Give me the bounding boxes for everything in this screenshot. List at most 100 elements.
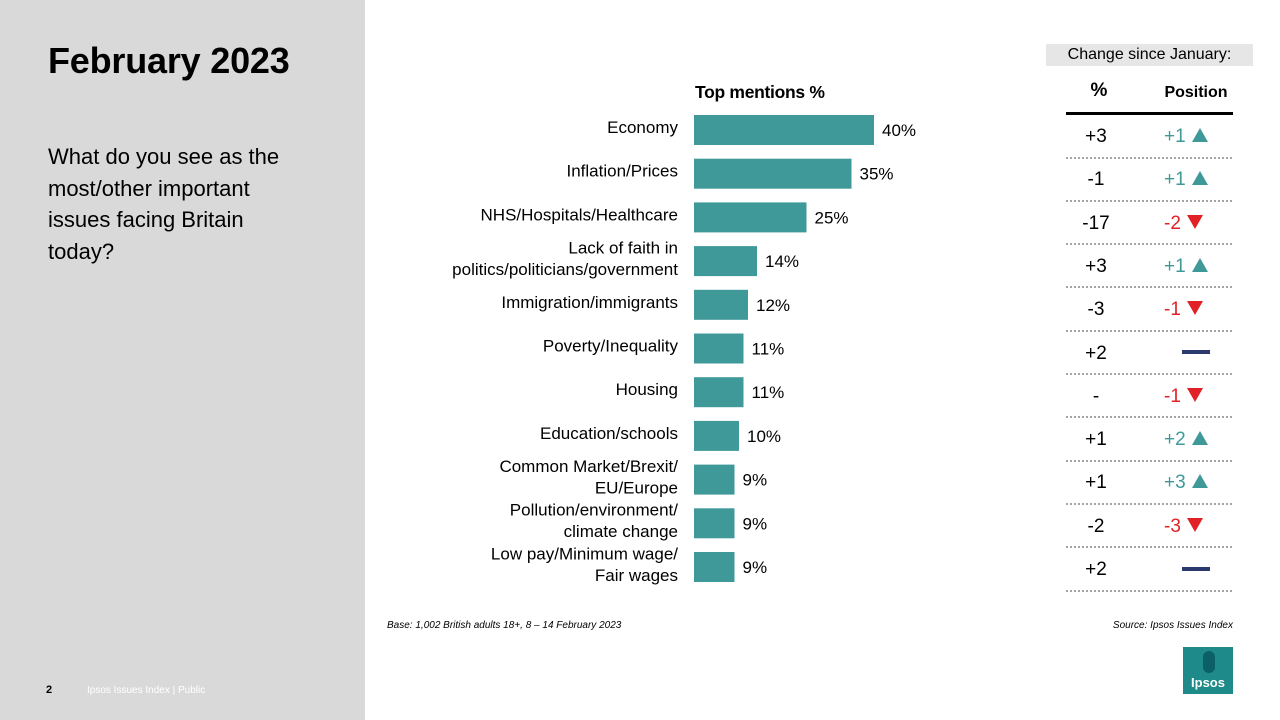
chart-title: Top mentions % xyxy=(695,82,825,102)
position-change: -1 xyxy=(1164,288,1236,332)
position-value: +1 xyxy=(1164,255,1186,277)
bar-chart: 40% Economy 35% Inflation/Prices 25% NHS/Hosp… xyxy=(452,115,916,585)
value-label-8: 9% xyxy=(743,471,768,490)
table-row: -3 -1 xyxy=(1066,288,1232,332)
category-label-8: Common Market/Brexit/EU/Europe xyxy=(499,457,678,498)
source-note: Source: Ipsos Issues Index xyxy=(1112,620,1233,631)
bar-4 xyxy=(694,289,748,320)
category-label-0: Economy xyxy=(607,118,678,137)
base-note: Base: 1,002 British adults 18+, 8 – 14 F… xyxy=(387,620,622,631)
pct-change: -17 xyxy=(1082,212,1110,234)
triangle-up-icon xyxy=(1191,474,1208,489)
pct-change: +3 xyxy=(1085,255,1107,277)
triangle-down-icon xyxy=(1186,387,1203,402)
bar-9 xyxy=(694,508,735,539)
pct-change: +1 xyxy=(1085,429,1107,451)
bar-6 xyxy=(694,377,744,408)
category-label-4: Immigration/immigrants xyxy=(501,293,678,312)
bar-5 xyxy=(694,333,744,364)
pct-change: -3 xyxy=(1087,299,1105,321)
table-row: -1 +1 xyxy=(1066,158,1232,202)
bar-8 xyxy=(694,464,735,495)
no-change-dash-icon xyxy=(1182,566,1210,571)
category-label-5: Poverty/Inequality xyxy=(543,337,679,356)
footer-text: Ipsos Issues Index | Public xyxy=(87,685,206,696)
table-row: +2 xyxy=(1066,548,1232,592)
pct-change: +3 xyxy=(1085,126,1107,147)
change-table-header: Change since January: xyxy=(1046,44,1253,66)
survey-question: What do you see as the most/other import… xyxy=(48,144,280,264)
pct-change: - xyxy=(1092,385,1100,407)
bar-0 xyxy=(694,115,874,145)
pct-change: +2 xyxy=(1085,342,1107,364)
triangle-up-icon xyxy=(1191,431,1208,446)
value-label-0: 40% xyxy=(882,121,916,140)
position-change xyxy=(1164,332,1236,376)
position-value: -2 xyxy=(1164,212,1181,234)
position-value: +2 xyxy=(1164,429,1186,451)
bar-10 xyxy=(694,552,735,582)
value-label-5: 11% xyxy=(752,340,785,359)
triangle-up-icon xyxy=(1191,257,1208,272)
pct-change: +2 xyxy=(1085,559,1107,580)
category-label-6: Housing xyxy=(616,380,678,399)
category-label-3: Lack of faith in politics/politicians/gov… xyxy=(452,238,678,279)
triangle-up-icon xyxy=(1191,171,1208,186)
triangle-down-icon xyxy=(1186,214,1203,229)
slide-title: February 2023 xyxy=(48,40,290,81)
table-row: +1 +2 xyxy=(1066,418,1232,462)
position-change: +1 xyxy=(1164,245,1236,289)
position-change: +1 xyxy=(1164,115,1236,159)
no-change-dash-icon xyxy=(1182,350,1210,355)
position-value: +3 xyxy=(1164,472,1186,494)
value-label-6: 11% xyxy=(752,383,785,402)
value-label-4: 12% xyxy=(756,296,790,315)
page-number: 2 xyxy=(46,684,53,696)
position-value: -1 xyxy=(1164,385,1181,407)
table-row: +2 xyxy=(1066,332,1232,375)
triangle-down-icon xyxy=(1186,517,1203,532)
value-label-1: 35% xyxy=(860,165,894,184)
table-row: +3 +1 xyxy=(1066,115,1232,159)
left-panel xyxy=(0,0,365,720)
logo-text: Ipsos xyxy=(1191,675,1225,690)
pct-change: -1 xyxy=(1087,169,1105,191)
bar-3 xyxy=(694,246,757,277)
bar-7 xyxy=(694,420,739,451)
bar-1 xyxy=(694,158,852,189)
col-pct-header: % xyxy=(1090,80,1108,101)
category-label-1: Inflation/Prices xyxy=(567,162,679,181)
value-label-2: 25% xyxy=(815,208,849,227)
col-position-header: Position xyxy=(1164,84,1228,101)
value-label-7: 10% xyxy=(747,427,781,446)
logo-mark-icon xyxy=(1203,651,1215,673)
position-change: +3 xyxy=(1164,461,1236,505)
position-value: -1 xyxy=(1164,299,1181,321)
category-label-10: Low pay/Minimum wage/Fair wages xyxy=(491,544,678,585)
table-row: +1 +3 xyxy=(1066,461,1232,505)
category-label-7: Education/schools xyxy=(540,424,678,443)
triangle-down-icon xyxy=(1186,301,1203,316)
position-value: +1 xyxy=(1164,126,1186,147)
pct-change: +1 xyxy=(1085,472,1107,494)
position-change: -1 xyxy=(1164,375,1236,419)
position-change: +2 xyxy=(1164,418,1236,462)
pct-change: -2 xyxy=(1087,515,1105,537)
category-label-2: NHS/Hospitals/Healthcare xyxy=(481,205,678,224)
header-rule xyxy=(1066,112,1233,115)
position-change xyxy=(1164,548,1236,592)
position-value: -3 xyxy=(1164,515,1181,537)
ipsos-logo: Ipsos xyxy=(1183,647,1233,694)
table-row: - -1 xyxy=(1066,375,1232,419)
position-change: +1 xyxy=(1164,158,1236,202)
value-label-3: 14% xyxy=(765,252,799,271)
position-change: -3 xyxy=(1164,505,1236,549)
table-row: -2 -3 xyxy=(1066,505,1232,549)
table-row: +3 +1 xyxy=(1066,245,1232,289)
position-value: +1 xyxy=(1164,169,1186,191)
triangle-up-icon xyxy=(1191,127,1208,142)
bar-2 xyxy=(694,202,807,233)
value-label-9: 9% xyxy=(743,514,768,533)
table-row: -17 -2 xyxy=(1066,202,1232,246)
value-label-10: 9% xyxy=(743,558,768,577)
